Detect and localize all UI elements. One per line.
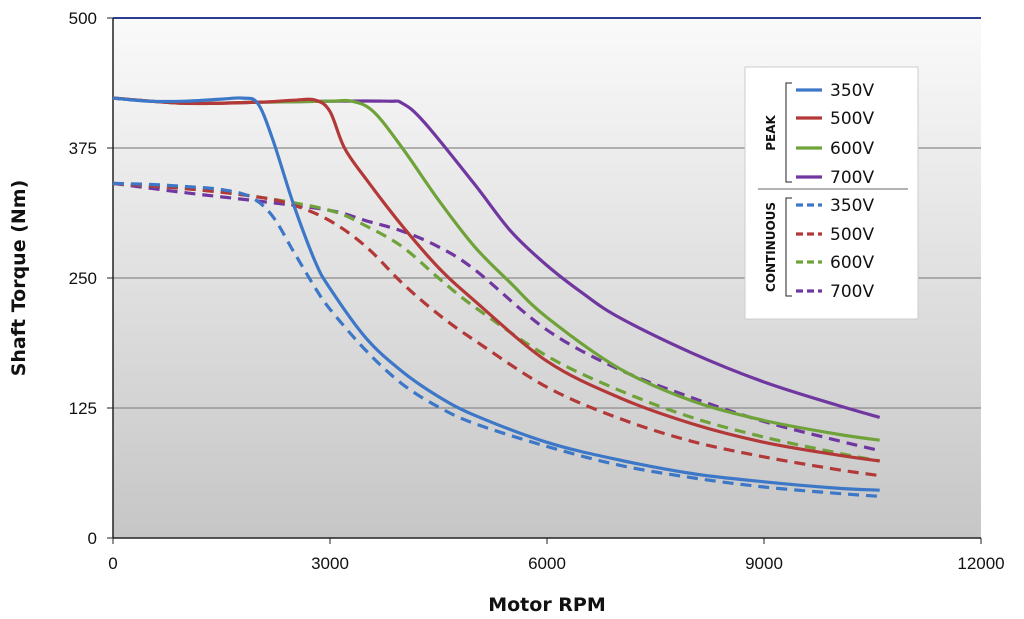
grid-lines <box>113 17 981 409</box>
legend-items: 350V 500V 600V 700V 350V 500V 600V 700V <box>796 81 874 302</box>
legend-label: 500V <box>830 109 874 129</box>
y-tick-label: 125 <box>69 399 97 418</box>
series-line-continuous-350v <box>112 181 880 498</box>
x-tick-label: 0 <box>108 554 117 573</box>
legend-group-continuous: CONTINUOUS <box>764 202 778 292</box>
series-line-peak-350v <box>112 96 880 492</box>
x-axis-title: Motor RPM <box>488 594 606 616</box>
x-tick-label: 12000 <box>957 554 1004 573</box>
legend: PEAK CONTINUOUS 350V 500V 600V 700V 350V 500V… <box>744 66 919 320</box>
legend-label: 700V <box>830 282 874 302</box>
legend-bracket-continuous <box>785 197 792 297</box>
legend-label: 350V <box>830 81 874 101</box>
y-tick-label: 0 <box>88 529 97 548</box>
x-tick-label: 6000 <box>528 554 566 573</box>
x-axis-ticks: 0 3000 6000 9000 12000 <box>108 538 1005 573</box>
series-lines <box>112 96 881 498</box>
y-tick-label: 250 <box>69 269 97 288</box>
legend-label: 500V <box>830 225 874 245</box>
series-line-continuous-500v <box>112 181 880 478</box>
legend-group-peak: PEAK <box>764 115 778 151</box>
y-tick-label: 375 <box>69 139 97 158</box>
legend-label: 350V <box>830 196 874 216</box>
series-line-peak-500v <box>112 96 880 463</box>
y-axis-title: Shaft Torque (Nm) <box>8 180 30 377</box>
legend-label: 600V <box>830 139 874 159</box>
legend-bracket-peak <box>785 82 792 183</box>
legend-box <box>744 66 919 320</box>
x-tick-label: 3000 <box>311 554 349 573</box>
x-tick-label: 9000 <box>745 554 783 573</box>
y-axis-ticks: 0 125 250 375 500 <box>69 9 113 548</box>
y-tick-label: 500 <box>69 9 97 28</box>
legend-label: 600V <box>830 253 874 273</box>
legend-label: 700V <box>830 168 874 188</box>
